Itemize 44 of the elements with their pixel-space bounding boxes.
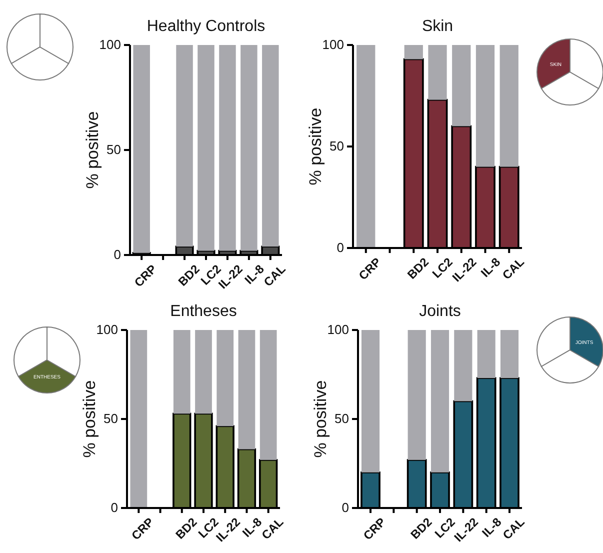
y-axis-title: % positive: [80, 380, 99, 458]
y-tick-label: 50: [106, 142, 121, 158]
bar: [130, 330, 148, 508]
bar: [356, 45, 376, 248]
y-tick-label: 50: [334, 411, 349, 426]
bar: [500, 330, 519, 378]
bar: [476, 45, 495, 167]
y-tick-label: 0: [114, 247, 121, 262]
bar: [240, 45, 258, 251]
chart-title: Joints: [419, 303, 461, 320]
chart-title: Entheses: [170, 303, 237, 320]
bar: [452, 45, 471, 126]
bar: [238, 330, 256, 450]
bar: [173, 330, 190, 414]
bar: [133, 45, 150, 253]
bar: [430, 330, 450, 472]
bar: [408, 330, 426, 460]
bar: [361, 330, 380, 472]
bar: [219, 45, 236, 251]
y-axis-title: % positive: [311, 380, 330, 458]
y-axis-title: % positive: [306, 108, 325, 186]
bar: [404, 45, 423, 60]
y-tick-label: 0: [342, 500, 349, 516]
chart-title: Healthy Controls: [146, 18, 266, 35]
y-tick-label: 50: [104, 411, 118, 426]
y-tick-label: 100: [322, 37, 344, 52]
bar: [176, 45, 193, 247]
bar: [454, 330, 472, 402]
bar: [216, 330, 234, 426]
bar: [195, 330, 212, 414]
bar: [262, 45, 279, 247]
bar: [260, 330, 277, 460]
bar: [477, 330, 496, 378]
bar: [428, 45, 447, 100]
bar: [500, 45, 518, 167]
y-tick-label: 100: [327, 322, 349, 338]
chart-title: Skin: [422, 18, 454, 35]
y-tick-label: 0: [336, 240, 344, 256]
y-tick-label: 50: [330, 138, 344, 154]
y-tick-label: 0: [110, 500, 118, 516]
bar: [198, 45, 214, 251]
y-tick-label: 100: [99, 37, 121, 52]
y-tick-label: 100: [96, 322, 118, 338]
y-axis-title: % positive: [83, 111, 102, 189]
